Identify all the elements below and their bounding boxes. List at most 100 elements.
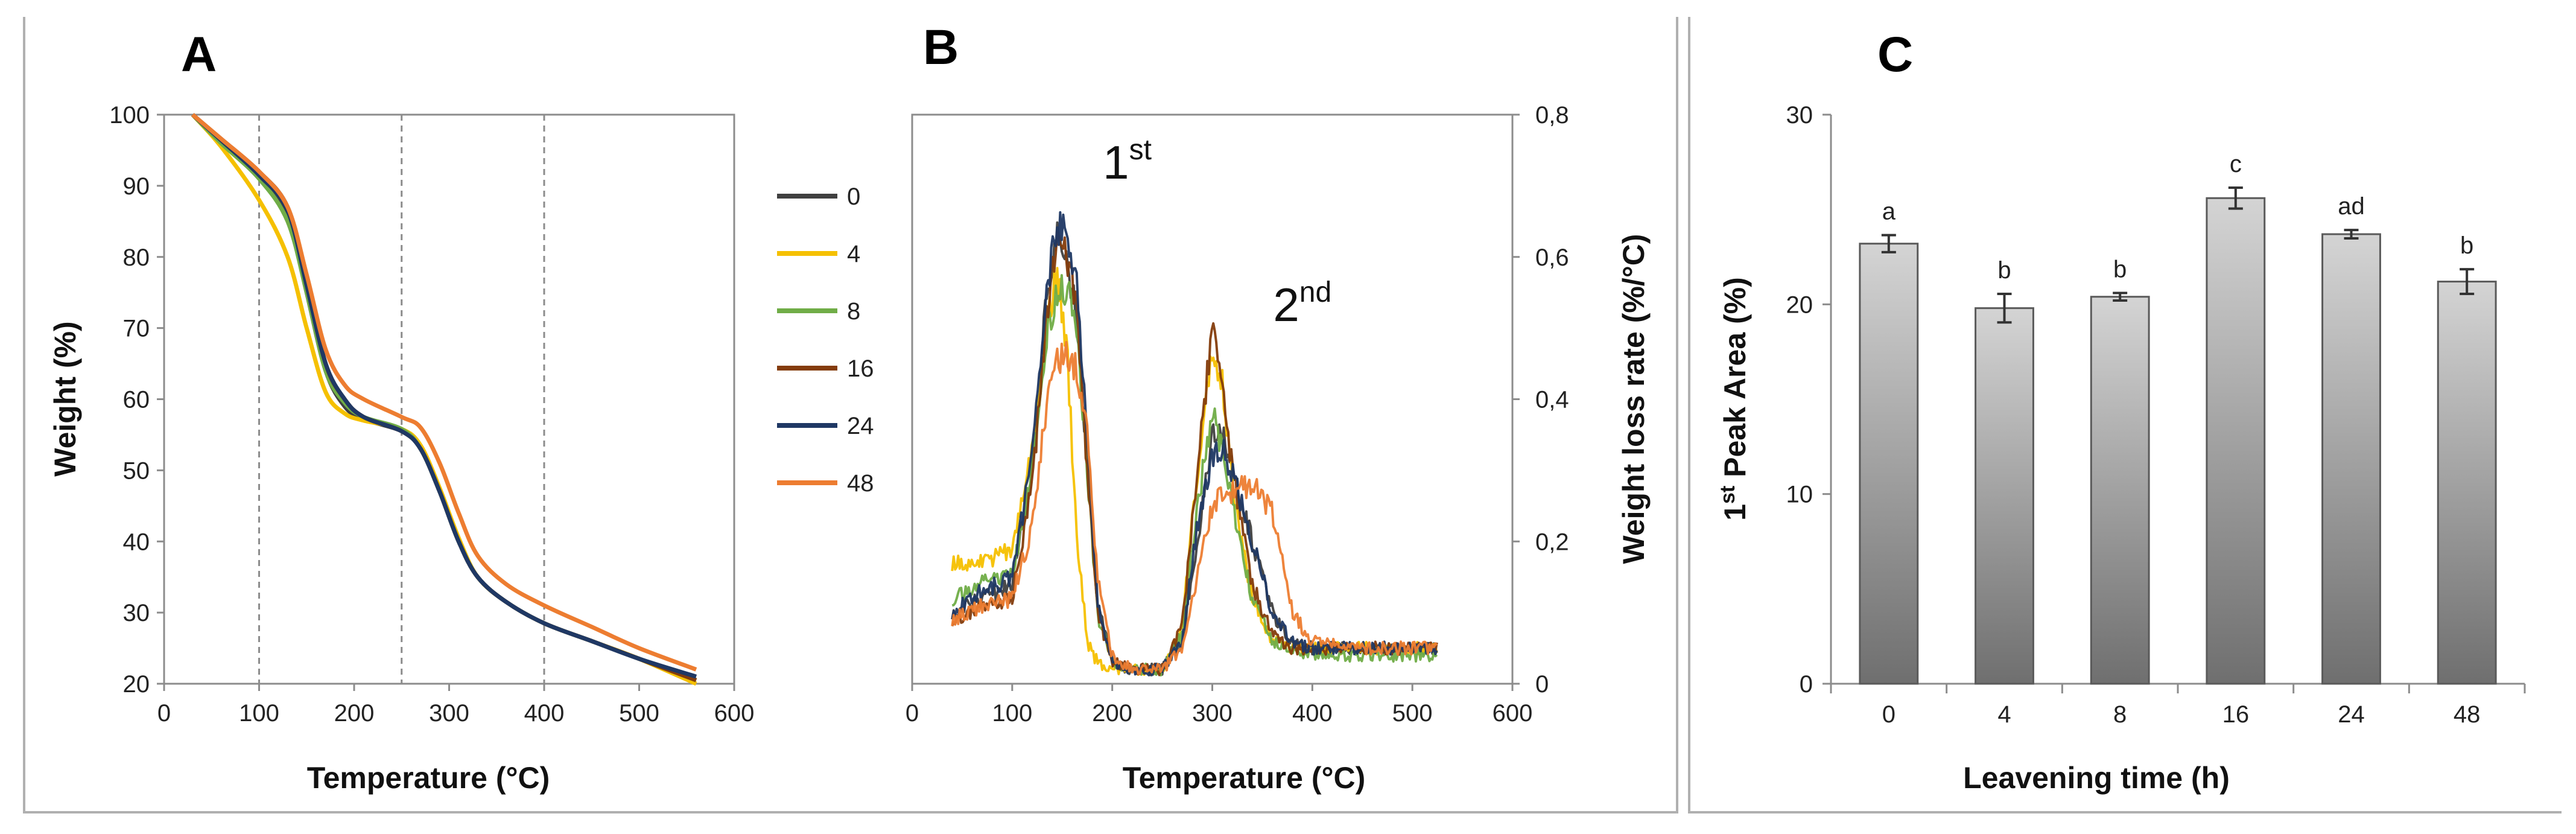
panel-c-y-ticks: 0 10 20 30 bbox=[1786, 102, 1831, 698]
panel-c-bar-0 bbox=[1859, 243, 1919, 685]
panel-b-y-tick-label: 0,6 bbox=[1535, 244, 1569, 271]
panel-b-y-ticks: 0 0,2 0,4 0,6 0,8 bbox=[1512, 102, 1569, 698]
panel-c-y-axis-label: 1st Peak Area (%) bbox=[1716, 277, 1752, 521]
panel-a-series-line-48 bbox=[191, 113, 697, 672]
panel-a-x-tick-label: 0 bbox=[157, 700, 171, 727]
panel-a-plot-frame bbox=[163, 113, 735, 685]
panel-a-legend-label: 4 bbox=[847, 241, 860, 267]
panel-a-legend-label: 24 bbox=[847, 413, 874, 439]
panel-c-x-axis-label: Leavening time (h) bbox=[1963, 761, 2230, 795]
panel-c-y-tick-label: 0 bbox=[1800, 671, 1813, 698]
panel-c-y-label-rest: Peak Area (%) bbox=[1718, 277, 1752, 486]
panel-c-x-tick-label: 4 bbox=[1997, 701, 2011, 728]
panel-c-significance-letter: b bbox=[1997, 257, 2011, 284]
panel-c-x-tick-label: 0 bbox=[1882, 701, 1896, 728]
panel-b-x-tick-label: 400 bbox=[1292, 700, 1333, 727]
panel-a-y-tick-label: 50 bbox=[123, 457, 150, 484]
panel-b-label: B bbox=[923, 20, 959, 75]
panel-b-x-tick-label: 100 bbox=[992, 700, 1032, 727]
panel-c-bar-48 bbox=[2437, 281, 2497, 685]
panel-b-x-tick-label: 0 bbox=[906, 700, 919, 727]
panel-a-series-line-4 bbox=[191, 113, 697, 686]
panel-b-peak-annotation-base: 1 bbox=[1103, 136, 1129, 189]
panel-c-x-tick-label: 48 bbox=[2454, 701, 2481, 728]
panel-b-series bbox=[951, 211, 1438, 676]
panel-b-peak-annotation: 2nd bbox=[1273, 276, 1331, 331]
panel-b-x-axis-label: Temperature (°C) bbox=[1123, 761, 1365, 795]
panel-b-x-tick-label: 500 bbox=[1392, 700, 1433, 727]
panel-a-x-tick-label: 400 bbox=[524, 700, 565, 727]
panel-c-significance-letter: b bbox=[2460, 232, 2473, 259]
panel-a-x-ticks: 0 100 200 300 400 500 600 bbox=[157, 684, 755, 727]
panel-a-y-ticks: 20 30 40 50 60 70 80 90 100 bbox=[109, 102, 164, 698]
panel-c-y-tick-label: 30 bbox=[1786, 102, 1813, 129]
panel-c-bars: a b b c ad b bbox=[1859, 151, 2497, 685]
panel-c-y-tick-label: 20 bbox=[1786, 291, 1813, 318]
panel-b-series-line-8 bbox=[951, 274, 1438, 676]
panel-b-x-tick-label: 300 bbox=[1192, 700, 1232, 727]
panel-b-peak-annotations: 1st 2nd bbox=[1103, 134, 1331, 331]
panel-a-legend-label: 48 bbox=[847, 470, 874, 497]
panel-b-series-line-16 bbox=[951, 231, 1438, 676]
panel-a-x-tick-label: 300 bbox=[429, 700, 469, 727]
panel-b-peak-annotation-sup: st bbox=[1129, 134, 1152, 166]
panel-b-peak-annotation: 1st bbox=[1103, 134, 1152, 189]
panel-a-series-line-24 bbox=[191, 113, 697, 679]
panel-c-bar-8 bbox=[2090, 296, 2150, 685]
panel-b-y-tick-label: 0,4 bbox=[1535, 387, 1569, 413]
panel-c-x-tick-label: 8 bbox=[2113, 701, 2127, 728]
panel-b-y-axis-label: Weight loss rate (%/°C) bbox=[1617, 234, 1651, 564]
panel-b-plot-frame bbox=[911, 113, 1514, 685]
panel-c-bar-24 bbox=[2321, 233, 2381, 685]
panel-a-y-tick-label: 100 bbox=[109, 102, 150, 129]
panel-a-x-tick-label: 200 bbox=[334, 700, 375, 727]
panel-a-x-tick-label: 500 bbox=[619, 700, 659, 727]
panel-c-significance-letter: b bbox=[2113, 256, 2127, 282]
panel-a: A 0 100 200 300 400 500 600 203040506070809010… bbox=[48, 27, 874, 795]
panel-c-significance-letter: c bbox=[2230, 151, 2242, 177]
panel-b-peak-annotation-base: 2 bbox=[1273, 278, 1299, 331]
panel-a-y-tick-label: 60 bbox=[123, 387, 150, 413]
panel-c-x-tick-label: 24 bbox=[2338, 701, 2365, 728]
panel-c-x-ticks: 0 4 8 16 24 48 bbox=[1830, 684, 2526, 728]
panel-c-x-tick-label: 16 bbox=[2222, 701, 2250, 728]
panel-b-peak-annotation-sup: nd bbox=[1299, 276, 1331, 308]
panel-b-y-tick-label: 0,2 bbox=[1535, 529, 1569, 555]
panel-a-label: A bbox=[181, 27, 217, 82]
panel-c-significance-letter: ad bbox=[2338, 193, 2365, 220]
panel-a-y-axis-label: Weight (%) bbox=[48, 321, 82, 476]
panel-a-series-line-0 bbox=[191, 113, 697, 683]
panel-a-y-tick-label: 20 bbox=[123, 671, 150, 698]
panel-b-series-line-24 bbox=[951, 211, 1438, 676]
panel-a-y-tick-label: 90 bbox=[123, 173, 150, 200]
panel-c-bar-16 bbox=[2206, 197, 2266, 685]
panel-a-x-tick-label: 600 bbox=[714, 700, 755, 727]
panel-b-x-tick-label: 200 bbox=[1092, 700, 1132, 727]
panel-a-legend-label: 16 bbox=[847, 355, 874, 382]
panel-a-reference-lines bbox=[258, 115, 545, 684]
panel-c-axes bbox=[1830, 115, 2525, 685]
panel-a-y-tick-label: 40 bbox=[123, 529, 150, 555]
panel-b: B 0 100 200 300 400 500 600 0 0,2 0,4 0,6 0,8 1st 2… bbox=[906, 20, 1651, 795]
panel-c-significance-letter: a bbox=[1882, 199, 1896, 225]
panel-b-y-tick-label: 0 bbox=[1535, 671, 1549, 698]
panel-frames bbox=[23, 17, 2562, 813]
panel-c-y-tick-label: 10 bbox=[1786, 482, 1813, 508]
panel-a-series-line-16 bbox=[191, 113, 697, 683]
panel-b-series-line-0 bbox=[951, 221, 1438, 676]
panel-a-y-tick-label: 70 bbox=[123, 316, 150, 342]
panel-b-series-line-4 bbox=[951, 267, 1438, 676]
frame-c bbox=[1688, 17, 2562, 813]
panel-b-x-ticks: 0 100 200 300 400 500 600 bbox=[906, 684, 1532, 727]
panel-b-series-line-48 bbox=[951, 340, 1438, 675]
panel-a-y-tick-label: 30 bbox=[123, 600, 150, 626]
panel-b-y-tick-label: 0,8 bbox=[1535, 102, 1569, 129]
panel-a-legend-label: 8 bbox=[847, 298, 860, 325]
frame-ab bbox=[23, 17, 1678, 813]
panel-c-label: C bbox=[1877, 27, 1913, 82]
panel-c-y-label-base: 1 bbox=[1718, 504, 1752, 521]
panel-a-x-tick-label: 100 bbox=[239, 700, 279, 727]
